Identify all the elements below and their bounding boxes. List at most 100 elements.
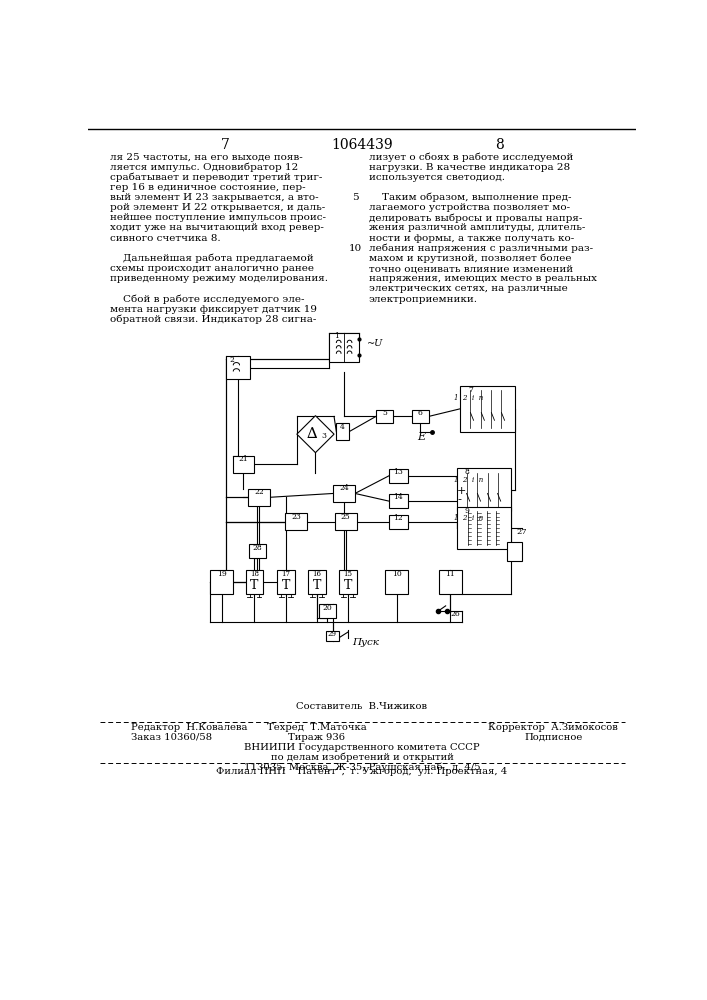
Text: 12: 12	[394, 514, 403, 522]
Bar	[308, 570, 325, 594]
Text: ности и формы, а также получать ко-: ности и формы, а также получать ко-	[369, 234, 574, 243]
Bar	[248, 489, 270, 506]
Text: 29: 29	[328, 630, 337, 638]
Text: 7: 7	[221, 138, 230, 152]
Text: -: -	[457, 494, 461, 504]
Text: ∆: ∆	[307, 427, 317, 441]
Text: точно оценивать влияние изменений: точно оценивать влияние изменений	[369, 264, 573, 273]
Text: Пуск: Пуск	[352, 638, 379, 647]
Text: 1064439: 1064439	[331, 138, 393, 152]
Text: ляется импульс. Одновибратор 12: ляется импульс. Одновибратор 12	[110, 163, 298, 172]
Text: 7: 7	[468, 386, 473, 394]
Text: напряжения, имеющих место в реальных: напряжения, имеющих место в реальных	[369, 274, 597, 283]
Text: 20: 20	[322, 604, 332, 612]
Text: 19: 19	[217, 570, 226, 578]
Text: 5: 5	[351, 193, 358, 202]
Text: Заказ 10360/58: Заказ 10360/58	[131, 733, 212, 742]
Text: 9: 9	[464, 507, 469, 515]
Text: электроприемники.: электроприемники.	[369, 295, 478, 304]
Text: жения различной амплитуды, длитель-: жения различной амплитуды, длитель-	[369, 223, 585, 232]
Text: Техред  Т.Маточка: Техред Т.Маточка	[267, 723, 367, 732]
Text: приведенному режиму моделирования.: приведенному режиму моделирования.	[110, 274, 328, 283]
Bar	[333, 485, 355, 502]
Text: рой элемент И 22 открывается, и даль-: рой элемент И 22 открывается, и даль-	[110, 203, 325, 212]
Text: ходит уже на вычитающий вход ревер-: ходит уже на вычитающий вход ревер-	[110, 223, 324, 232]
Text: используется светодиод.: используется светодиод.	[369, 173, 505, 182]
Text: 18: 18	[250, 570, 259, 578]
Bar	[385, 570, 409, 594]
Text: 13: 13	[393, 468, 403, 476]
Bar	[285, 513, 307, 530]
Text: 21: 21	[238, 455, 248, 463]
Text: электрических сетях, на различные: электрических сетях, на различные	[369, 284, 568, 293]
Bar	[233, 456, 255, 473]
Bar	[389, 469, 408, 483]
Bar	[376, 410, 393, 423]
Text: 8: 8	[495, 138, 503, 152]
Bar	[460, 386, 515, 432]
Bar	[389, 494, 408, 508]
Bar	[457, 507, 510, 549]
Text: 3: 3	[322, 432, 327, 440]
Text: 26: 26	[450, 610, 460, 618]
Text: по делам изобретений и открытий: по делам изобретений и открытий	[271, 753, 453, 762]
Text: 23: 23	[291, 513, 301, 521]
Text: махом и крутизной, позволяет более: махом и крутизной, позволяет более	[369, 254, 571, 263]
Text: срабатывает и переводит третий триг-: срабатывает и переводит третий триг-	[110, 173, 322, 182]
Text: 1: 1	[334, 332, 339, 340]
Text: делировать выбросы и провалы напря-: делировать выбросы и провалы напря-	[369, 213, 583, 223]
Text: сивного счетчика 8.: сивного счетчика 8.	[110, 234, 221, 243]
Text: 27: 27	[516, 528, 527, 536]
Bar	[325, 631, 339, 641]
Polygon shape	[297, 416, 334, 453]
Text: 2: 2	[229, 356, 234, 364]
Text: 28: 28	[252, 544, 262, 552]
Bar	[319, 604, 336, 618]
Text: E: E	[418, 432, 426, 442]
Text: ~U: ~U	[368, 339, 384, 348]
Text: Таким образом, выполнение пред-: Таким образом, выполнение пред-	[369, 193, 571, 202]
Bar	[339, 570, 356, 594]
Text: мента нагрузки фиксирует датчик 19: мента нагрузки фиксирует датчик 19	[110, 305, 317, 314]
Text: 10: 10	[392, 570, 402, 578]
Text: ля 25 частоты, на его выходе появ-: ля 25 частоты, на его выходе появ-	[110, 152, 303, 161]
Text: лебания напряжения с различными раз-: лебания напряжения с различными раз-	[369, 244, 593, 253]
Text: T: T	[344, 579, 352, 592]
Bar	[226, 356, 250, 379]
Text: 8: 8	[464, 468, 469, 476]
Bar	[249, 544, 266, 558]
Text: обратной связи. Индикатор 28 сигна-: обратной связи. Индикатор 28 сигна-	[110, 315, 317, 324]
Bar	[277, 570, 295, 594]
Text: 6: 6	[418, 409, 423, 417]
Bar	[337, 423, 349, 440]
Text: T: T	[282, 579, 290, 592]
Bar	[507, 542, 522, 561]
Text: нагрузки. В качестве индикатора 28: нагрузки. В качестве индикатора 28	[369, 163, 570, 172]
Text: Дальнейшая работа предлагаемой: Дальнейшая работа предлагаемой	[110, 254, 314, 263]
Text: 17: 17	[281, 570, 291, 578]
Bar	[329, 333, 359, 362]
Text: 4: 4	[340, 423, 345, 431]
Text: 15: 15	[344, 570, 353, 578]
Text: 11: 11	[445, 570, 455, 578]
Text: вый элемент И 23 закрывается, а вто-: вый элемент И 23 закрывается, а вто-	[110, 193, 319, 202]
Text: Редактор  Н.Ковалева: Редактор Н.Ковалева	[131, 723, 247, 732]
Text: 14: 14	[394, 493, 403, 501]
Text: 1  2  i  n: 1 2 i n	[453, 476, 483, 484]
Text: 22: 22	[254, 488, 264, 496]
Text: 1  2  i  n: 1 2 i n	[453, 514, 483, 522]
Text: схемы происходит аналогично ранее: схемы происходит аналогично ранее	[110, 264, 314, 273]
Bar	[335, 513, 356, 530]
Text: Тираж 936: Тираж 936	[288, 733, 346, 742]
Text: Корректор  А.Зимокосов: Корректор А.Зимокосов	[489, 723, 618, 732]
Text: ВНИИПИ Государственного комитета СССР: ВНИИПИ Государственного комитета СССР	[244, 743, 480, 752]
Text: Подписное: Подписное	[524, 733, 583, 742]
Text: +: +	[457, 486, 467, 496]
Text: 1  2  i  n: 1 2 i n	[453, 394, 483, 402]
Text: 10: 10	[349, 244, 361, 253]
Bar	[411, 410, 428, 423]
Text: Филиал ПНП  ''Патент'',  г. Ужгород,  ул. Проектная, 4: Филиал ПНП ''Патент'', г. Ужгород, ул. П…	[216, 767, 508, 776]
Text: T: T	[312, 579, 321, 592]
Text: лагаемого устройства позволяет мо-: лагаемого устройства позволяет мо-	[369, 203, 570, 212]
Text: 16: 16	[312, 570, 322, 578]
